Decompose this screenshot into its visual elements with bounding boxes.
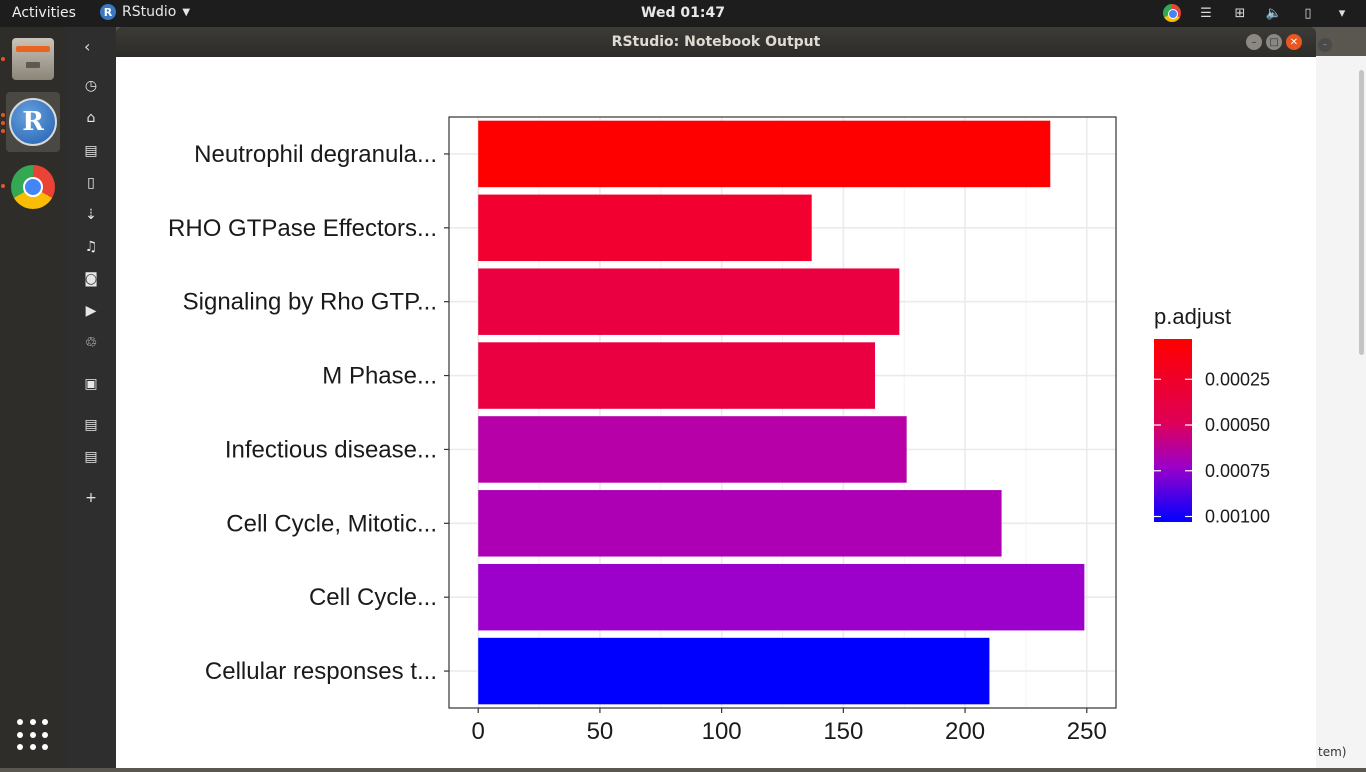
chevron-down-icon: ▼: [182, 6, 191, 18]
bar: [478, 268, 900, 335]
y-tick-label: RHO GTPase Effectors...: [168, 215, 437, 242]
r-logo-icon: R: [9, 98, 57, 146]
notebook-output-window: RStudio: Notebook Output – □ ✕ Neutrophi…: [116, 27, 1316, 768]
y-tick-label: Cellular responses t...: [205, 658, 437, 685]
legend-tick-label: 0.00050: [1205, 415, 1270, 435]
document-icon[interactable]: ▯: [87, 175, 95, 191]
running-indicator: [1, 57, 5, 61]
legend-title: p.adjust: [1154, 304, 1231, 329]
legend: p.adjust 0.00025 0.00050 0.00075 0.00100: [1154, 304, 1270, 527]
folder-icon[interactable]: ▤: [84, 143, 98, 159]
y-axis-labels: Neutrophil degranula... RHO GTPase Effect…: [168, 141, 449, 685]
battery-icon[interactable]: ▯: [1304, 5, 1312, 21]
y-tick-label: M Phase...: [322, 363, 437, 390]
rstudio-icon: R: [100, 4, 116, 20]
bar: [478, 120, 1051, 188]
legend-tick-label: 0.00025: [1205, 369, 1270, 389]
home-icon[interactable]: ⌂: [86, 110, 96, 126]
folder-icon[interactable]: ▤: [84, 417, 98, 433]
legend-tick-label: 0.00100: [1205, 507, 1270, 527]
x-tick-label: 100: [702, 718, 742, 745]
folder-icon[interactable]: ▤: [84, 449, 98, 465]
x-axis-labels: 0 50 100 150 200 250: [472, 708, 1107, 745]
bar: [478, 563, 1085, 631]
window-titlebar[interactable]: RStudio: Notebook Output – □ ✕: [116, 27, 1316, 57]
x-tick-label: 200: [945, 718, 985, 745]
background-window-text: tem): [1318, 745, 1347, 759]
music-icon[interactable]: ♫: [84, 239, 98, 255]
download-icon[interactable]: ⇣: [85, 207, 97, 223]
window-title: RStudio: Notebook Output: [611, 34, 821, 50]
app-menu[interactable]: R RStudio ▼: [100, 4, 190, 20]
chrome-icon: [11, 165, 55, 209]
y-tick-label: Cell Cycle...: [309, 584, 437, 611]
y-tick-label: Infectious disease...: [225, 436, 437, 463]
panel-border: [448, 116, 1117, 709]
y-tick-label: Signaling by Rho GTP...: [183, 289, 437, 316]
app-menu-label: RStudio: [122, 4, 177, 20]
maximize-icon[interactable]: □: [1266, 34, 1282, 50]
system-tray: ☰ ⊞ 🔈 ▯ ▾: [1162, 3, 1352, 23]
rstudio-sidebar: ‹ ◷ ⌂ ▤ ▯ ⇣ ♫ ◙ ▶ ♲ ▣ ▤ ▤ +: [66, 27, 116, 768]
top-bar: Activities R RStudio ▼ Wed 01:47 ☰ ⊞ 🔈 ▯…: [0, 0, 1366, 27]
minimize-icon[interactable]: –: [1246, 34, 1262, 50]
bar: [478, 637, 990, 705]
video-icon[interactable]: ▶: [85, 303, 97, 319]
network-icon[interactable]: ⊞: [1234, 5, 1246, 21]
running-indicator: [1, 129, 5, 133]
dock-files[interactable]: [6, 29, 60, 89]
dock-chrome[interactable]: [6, 157, 60, 217]
chevron-down-icon[interactable]: ▾: [1338, 5, 1346, 21]
background-window: [1316, 56, 1366, 768]
dock-rstudio[interactable]: R: [6, 92, 60, 152]
chevron-left-icon[interactable]: ‹: [84, 37, 91, 56]
running-indicator: [1, 113, 5, 117]
keyboard-icon[interactable]: ☰: [1200, 5, 1212, 21]
running-indicator: [1, 121, 5, 125]
bars: [478, 120, 1085, 705]
recent-icon[interactable]: ◷: [84, 78, 98, 94]
x-tick-label: 50: [587, 718, 614, 745]
trash-icon[interactable]: ♲: [84, 335, 98, 351]
y-tick-label: Cell Cycle, Mitotic...: [226, 510, 437, 537]
camera-icon[interactable]: ◙: [84, 271, 98, 287]
bar: [478, 416, 907, 483]
bar: [478, 342, 876, 409]
enrichment-bar-chart: Neutrophil degranula... RHO GTPase Effect…: [168, 116, 1270, 745]
chrome-tray-icon[interactable]: [1162, 3, 1182, 23]
activities-button[interactable]: Activities: [12, 5, 76, 21]
x-tick-label: 150: [823, 718, 863, 745]
legend-colorbar: [1154, 339, 1192, 522]
close-icon[interactable]: ✕: [1286, 34, 1302, 50]
window-controls: – □ ✕: [1246, 34, 1302, 50]
file-cabinet-icon: [12, 38, 54, 80]
scrollbar[interactable]: [1359, 70, 1364, 355]
running-indicator: [1, 184, 5, 188]
notebook-output-content: Neutrophil degranula... RHO GTPase Effect…: [116, 57, 1316, 768]
background-window-controls: –: [1318, 38, 1332, 52]
bar: [478, 194, 812, 262]
x-tick-label: 0: [472, 718, 485, 745]
minimize-icon[interactable]: –: [1318, 38, 1332, 52]
computer-icon[interactable]: ▣: [84, 376, 98, 392]
y-tick-label: Neutrophil degranula...: [194, 141, 437, 168]
legend-tick-label: 0.00075: [1205, 461, 1270, 481]
bar: [478, 490, 1002, 557]
x-tick-label: 250: [1067, 718, 1107, 745]
volume-icon[interactable]: 🔈: [1265, 5, 1283, 21]
show-applications-icon[interactable]: [17, 719, 49, 751]
plus-icon[interactable]: +: [85, 490, 97, 506]
dock: R: [0, 27, 66, 768]
